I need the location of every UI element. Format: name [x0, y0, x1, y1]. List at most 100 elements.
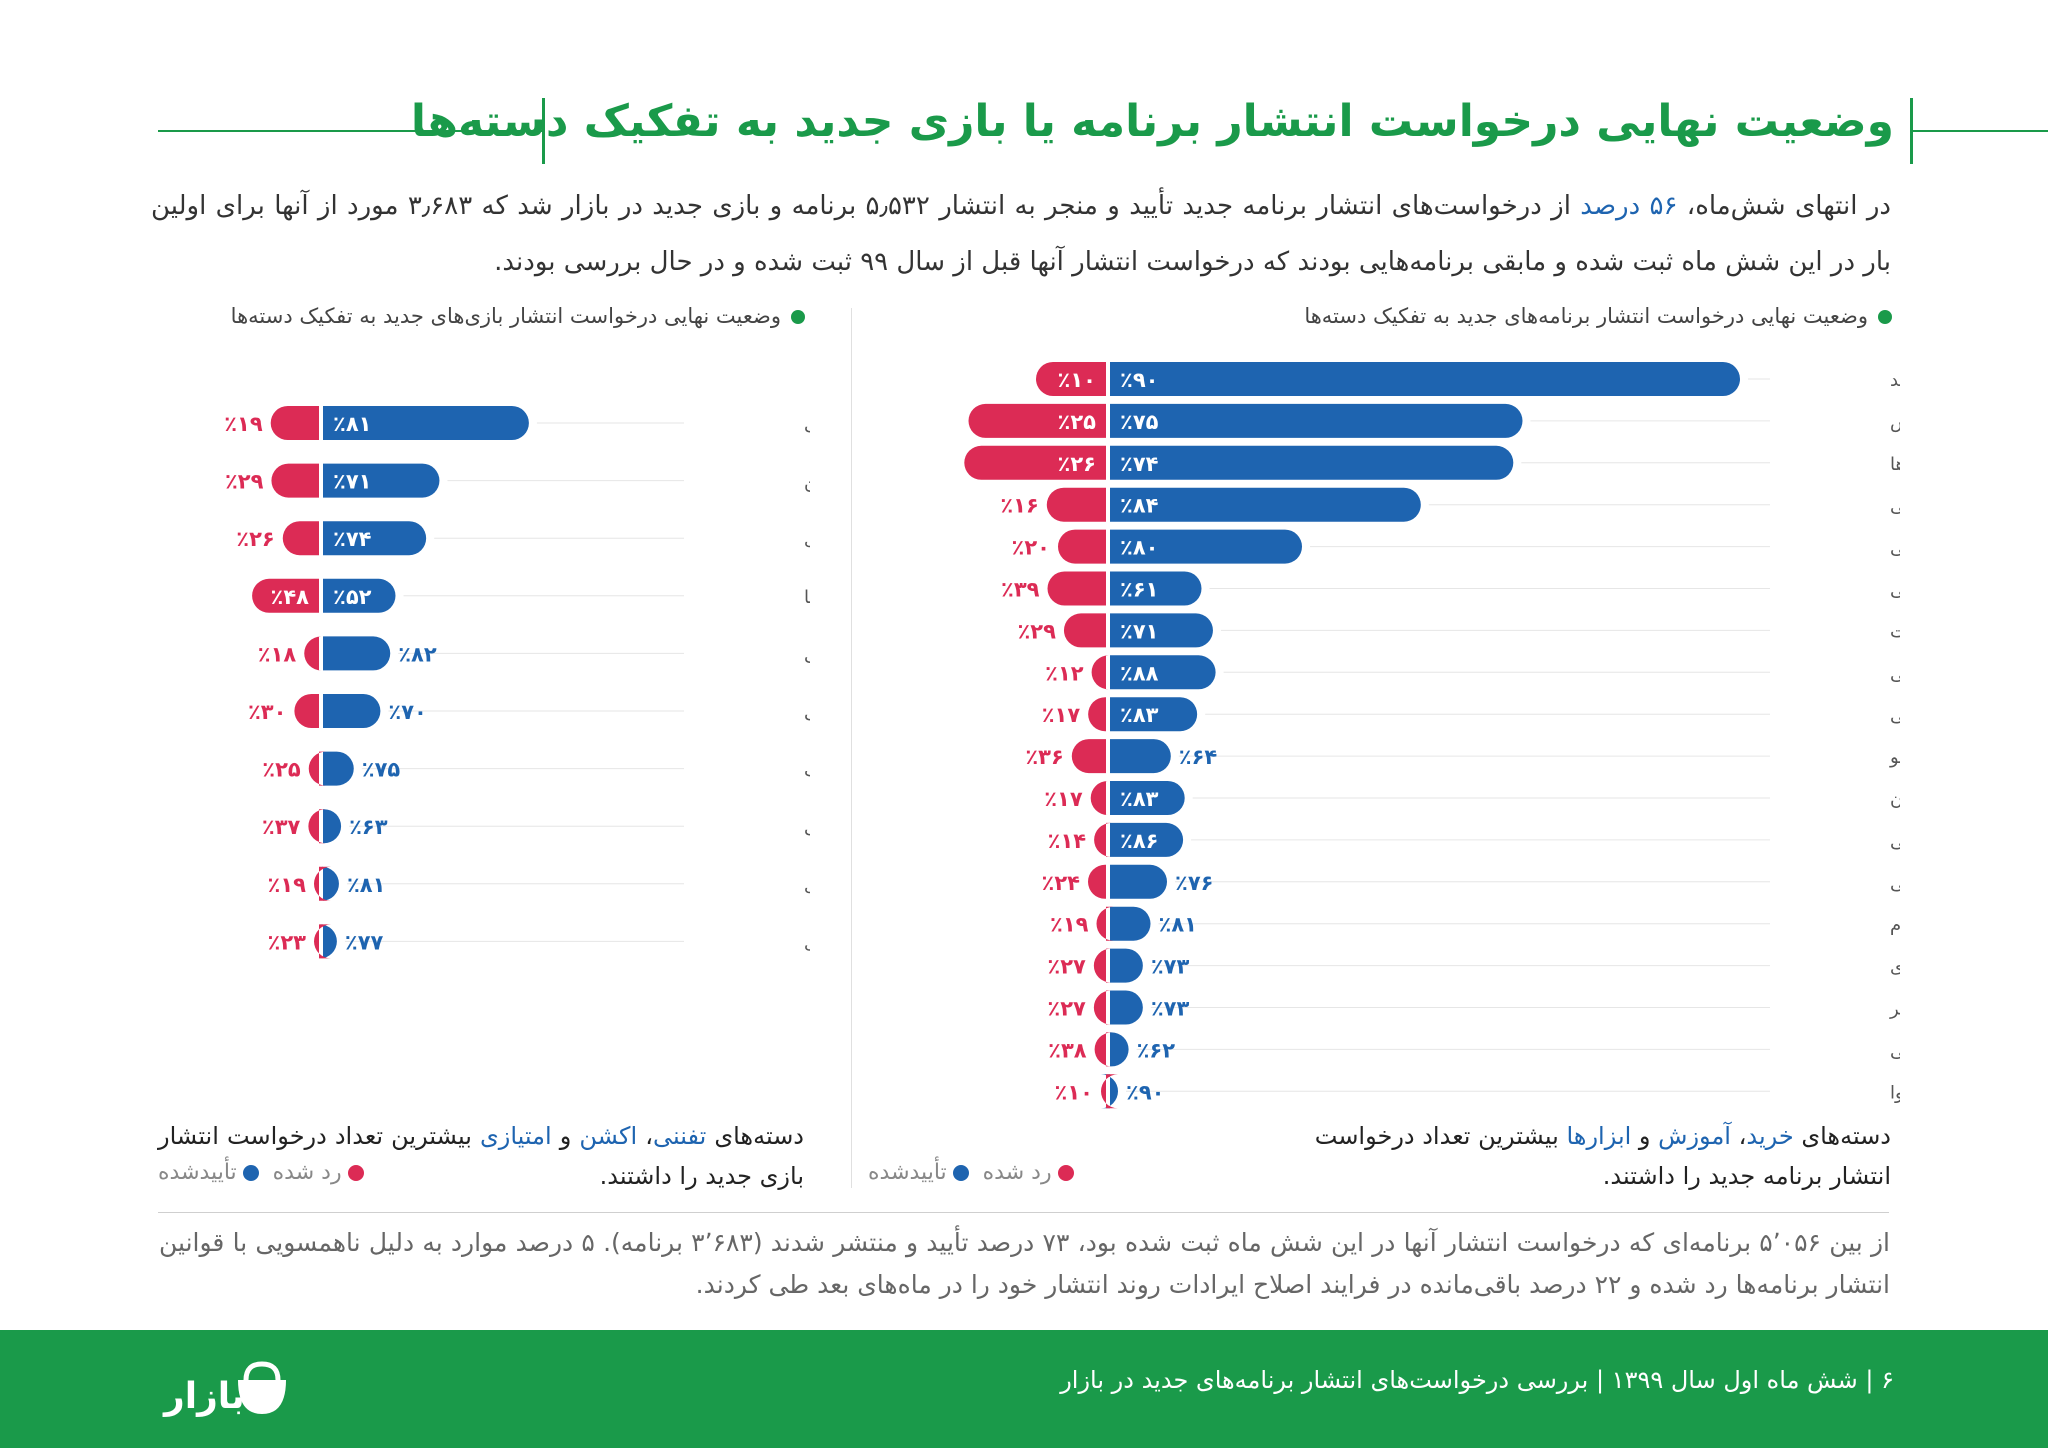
rejected-value-label: ٪۲۷ [1047, 997, 1086, 1021]
logo-text: بازار [162, 1376, 245, 1417]
rejected-bar [1091, 655, 1109, 690]
approved-bar [323, 406, 529, 440]
rejected-bar [282, 521, 319, 556]
approved-bar [1110, 990, 1143, 1025]
rejected-bar [314, 866, 331, 901]
legend-rejected-dot [347, 1165, 364, 1181]
rejected-bar [271, 463, 319, 498]
rejected-value-label: ٪۱۶ [1000, 494, 1038, 518]
rejected-value-label: ٪۲۶ [236, 527, 274, 551]
games-title-bullet-icon [791, 310, 805, 324]
rejected-value-label: ٪۲۵ [1058, 410, 1097, 434]
rejected-value-label: ٪۳۰ [248, 700, 286, 724]
legend-rejected-label: رد شده [982, 1160, 1052, 1185]
approved-value-label: ٪۵۲ [333, 585, 372, 609]
footer-bar: ۶ | شش ماه اول سال ۱۳۹۹ | بررسی درخواست‌… [0, 1330, 2048, 1448]
rejected-bar [1093, 948, 1111, 983]
approved-bar [323, 521, 427, 556]
approved-bar [1110, 1032, 1129, 1067]
page-title: وضعیت نهایی درخواست انتشار برنامه یا باز… [410, 96, 1894, 147]
rejected-value-label: ٪۱۹ [268, 873, 307, 897]
approved-bar [1110, 403, 1523, 438]
category-label: تفننی [804, 414, 810, 435]
rejected-bar [308, 751, 326, 786]
intro-paragraph: در انتهای شش‌ماه، ۵۶ درصد از درخواست‌های… [151, 178, 1891, 290]
category-label: ورزشی [804, 817, 810, 838]
rejected-value-label: ٪۲۳ [268, 930, 307, 954]
category-label: ابزارها [1890, 454, 1900, 475]
category-label: رانندگی [804, 643, 810, 665]
games-summary-highlight1: تفننی [652, 1122, 707, 1150]
section-divider [851, 308, 852, 1188]
games-summary-sep2: و [551, 1122, 580, 1150]
approved-value-label: ٪۷۱ [1120, 619, 1158, 643]
approved-value-label: ٪۷۰ [388, 700, 426, 724]
games-summary-post: بیشترین تعداد درخواست انتشار بازی جدید ر… [158, 1122, 804, 1190]
games-summary-highlight3: امتیازی [479, 1122, 552, 1150]
rejected-bar [1046, 487, 1106, 522]
approved-value-label: ٪۸۱ [1159, 913, 1197, 937]
rejected-bar [252, 578, 319, 613]
approved-value-label: ٪۶۴ [1179, 745, 1218, 769]
category-label: سفر [1889, 999, 1900, 1020]
intro-part1: در انتهای شش‌ماه، [1677, 191, 1891, 221]
approved-value-label: ٪۸۰ [1120, 536, 1158, 560]
category-label: مذهبی [1890, 496, 1900, 517]
games-title-text: وضعیت نهایی درخواست انتشار بازی‌های جدید… [230, 304, 781, 328]
approved-value-label: ٪۸۲ [398, 642, 437, 666]
approved-value-label: ٪۸۱ [347, 873, 385, 897]
approved-bar [1110, 697, 1198, 732]
apps-section-title: وضعیت نهایی درخواست انتشار برنامه‌های جد… [1304, 304, 1892, 328]
rejected-bar [308, 809, 326, 844]
apps-summary-post: بیشترین تعداد درخواست انتشار برنامه جدید… [1314, 1122, 1891, 1190]
category-label: تناسب اندام [1890, 915, 1900, 936]
rejected-value-label: ٪۱۷ [1042, 703, 1081, 727]
rejected-value-label: ٪۱۲ [1045, 661, 1084, 685]
approved-value-label: ٪۶۳ [349, 815, 388, 839]
category-label: ورزشی [1890, 1040, 1900, 1061]
apps-summary-pre: دسته‌های [1793, 1122, 1891, 1150]
rejected-value-label: ٪۱۹ [224, 412, 263, 436]
approved-bar [1110, 781, 1185, 815]
approved-bar [1110, 739, 1171, 774]
category-label: سبک زندگی [1890, 830, 1900, 852]
approved-value-label: ٪۸۳ [1120, 703, 1159, 727]
approved-bar [1110, 613, 1213, 648]
apps-title-bullet-icon [1878, 310, 1892, 324]
approved-value-label: ٪۷۶ [1175, 871, 1213, 895]
approved-bar [1110, 864, 1167, 899]
category-label: شخصی‌سازی [1890, 957, 1900, 978]
intro-part2: از درخواست‌های انتشار برنامه جدید تأیید … [151, 191, 1891, 277]
bazaar-logo: بازار [158, 1358, 298, 1420]
approved-bar [1110, 571, 1202, 606]
approved-bar [321, 866, 339, 901]
category-label: کتاب‌ها و مطبوعات [1890, 621, 1900, 642]
rejected-bar [1094, 822, 1112, 857]
apps-summary-highlight1: خرید [1746, 1122, 1794, 1150]
category-label: شبکه‌های اجتماعی [1890, 538, 1900, 559]
category-label: شبیه‌سازی [804, 932, 810, 953]
rejected-bar [1047, 571, 1106, 606]
rejected-value-label: ٪۱۰ [1055, 1080, 1093, 1104]
approved-value-label: ٪۸۴ [1120, 494, 1159, 518]
rejected-value-label: ٪۳۷ [262, 815, 301, 839]
approved-bar [323, 636, 391, 671]
category-label: خرید [1890, 370, 1900, 391]
legend-approved-label: تأییدشده [868, 1160, 947, 1185]
rejected-bar [1088, 697, 1106, 732]
legend-approved-label: تأییدشده [158, 1160, 237, 1185]
category-label: امورمالی [1890, 663, 1900, 684]
approved-value-label: ٪۹۰ [1126, 1080, 1164, 1104]
bottom-divider [158, 1212, 1889, 1213]
legend-approved-dot [952, 1165, 969, 1181]
approved-bar [1110, 822, 1184, 857]
approved-value-label: ٪۷۵ [362, 758, 401, 782]
rejected-value-label: ٪۱۸ [258, 642, 297, 666]
approved-value-label: ٪۹۰ [1120, 368, 1158, 392]
games-summary: دسته‌های تفننی، اکشن و امتیازی بیشترین ت… [158, 1116, 804, 1196]
rejected-bar [294, 694, 319, 728]
approved-value-label: ٪۷۵ [1120, 410, 1159, 434]
rejected-value-label: ٪۴۸ [271, 585, 310, 609]
apps-summary-sep2: و [1631, 1122, 1659, 1150]
games-summary-highlight2: اکشن [579, 1122, 638, 1150]
